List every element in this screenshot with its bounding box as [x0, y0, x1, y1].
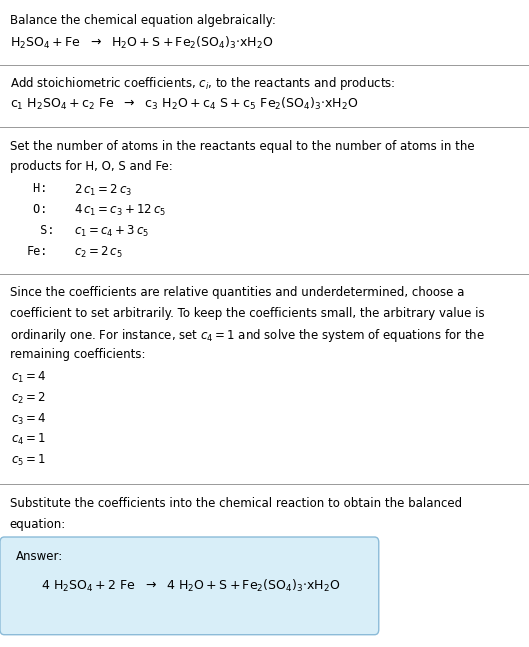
- Text: Substitute the coefficients into the chemical reaction to obtain the balanced: Substitute the coefficients into the che…: [10, 497, 462, 510]
- Text: $c_1 = c_4 + 3\,c_5$: $c_1 = c_4 + 3\,c_5$: [74, 224, 149, 239]
- Text: $\mathrm{c_1\ H_2SO_4 + c_2\ Fe\ \ \rightarrow\ \ c_3\ H_2O + c_4\ S + c_5\ Fe_2: $\mathrm{c_1\ H_2SO_4 + c_2\ Fe\ \ \righ…: [10, 96, 358, 112]
- Text: ordinarily one. For instance, set $c_4 = 1$ and solve the system of equations fo: ordinarily one. For instance, set $c_4 =…: [10, 327, 485, 344]
- Text: $\mathrm{H_2SO_4 + Fe\ \ \rightarrow\ \ H_2O + S + Fe_2(SO_4)_3{\cdot}xH_2O}$: $\mathrm{H_2SO_4 + Fe\ \ \rightarrow\ \ …: [10, 35, 273, 51]
- FancyBboxPatch shape: [0, 537, 379, 635]
- Text: $4\,c_1 = c_3 + 12\,c_5$: $4\,c_1 = c_3 + 12\,c_5$: [74, 203, 166, 218]
- Text: Set the number of atoms in the reactants equal to the number of atoms in the: Set the number of atoms in the reactants…: [10, 140, 474, 153]
- Text: equation:: equation:: [10, 518, 66, 531]
- Text: $c_5 = 1$: $c_5 = 1$: [11, 453, 45, 468]
- Text: products for H, O, S and Fe:: products for H, O, S and Fe:: [10, 160, 172, 173]
- Text: Fe:: Fe:: [26, 245, 48, 258]
- Text: $c_1 = 4$: $c_1 = 4$: [11, 370, 46, 385]
- Text: $2\,c_1 = 2\,c_3$: $2\,c_1 = 2\,c_3$: [74, 182, 132, 197]
- Text: Since the coefficients are relative quantities and underdetermined, choose a: Since the coefficients are relative quan…: [10, 286, 464, 299]
- Text: $c_3 = 4$: $c_3 = 4$: [11, 411, 46, 426]
- Text: $c_4 = 1$: $c_4 = 1$: [11, 432, 45, 447]
- Text: H:: H:: [26, 182, 48, 195]
- Text: $c_2 = 2\,c_5$: $c_2 = 2\,c_5$: [74, 245, 123, 259]
- Text: Answer:: Answer:: [16, 550, 63, 563]
- Text: remaining coefficients:: remaining coefficients:: [10, 348, 145, 361]
- Text: $c_2 = 2$: $c_2 = 2$: [11, 391, 45, 406]
- Text: Add stoichiometric coefficients, $c_i$, to the reactants and products:: Add stoichiometric coefficients, $c_i$, …: [10, 75, 395, 92]
- Text: coefficient to set arbitrarily. To keep the coefficients small, the arbitrary va: coefficient to set arbitrarily. To keep …: [10, 307, 484, 320]
- Text: $\mathrm{4\ H_2SO_4 + 2\ Fe\ \ \rightarrow\ \ 4\ H_2O + S + Fe_2(SO_4)_3{\cdot}x: $\mathrm{4\ H_2SO_4 + 2\ Fe\ \ \rightarr…: [41, 578, 341, 594]
- Text: S:: S:: [26, 224, 55, 237]
- Text: Balance the chemical equation algebraically:: Balance the chemical equation algebraica…: [10, 14, 276, 27]
- Text: O:: O:: [26, 203, 48, 216]
